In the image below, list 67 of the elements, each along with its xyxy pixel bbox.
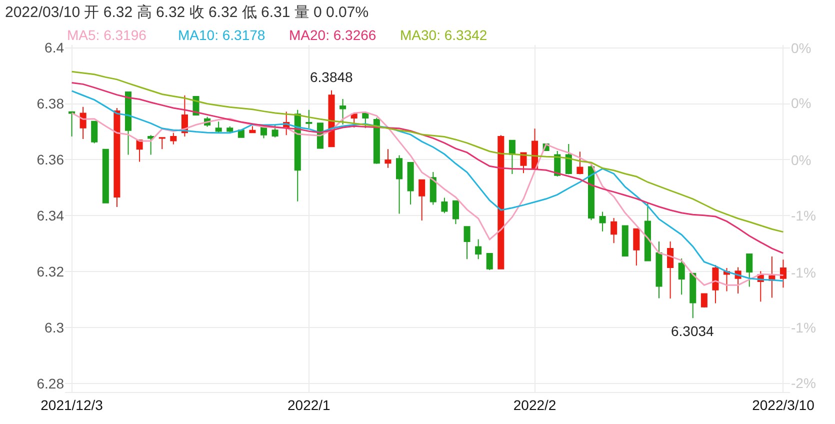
candlestick — [633, 228, 640, 266]
candlestick — [712, 264, 719, 304]
candlestick — [340, 98, 346, 125]
line-series — [71, 70, 784, 233]
candlestick — [700, 293, 708, 308]
line-series — [71, 82, 784, 254]
candlestick — [430, 172, 436, 206]
candlestick — [486, 252, 493, 270]
candlestick — [768, 256, 776, 298]
candlestick — [678, 258, 685, 296]
y-tick-label: 6.34 — [36, 208, 64, 224]
candlestick — [576, 151, 584, 175]
candlestick — [215, 121, 222, 134]
candlestick — [102, 148, 109, 204]
y-tick-label: 6.4 — [44, 40, 64, 56]
candlestick — [226, 126, 234, 134]
candlestick — [452, 200, 459, 225]
candlestick — [306, 109, 312, 129]
candlestick — [588, 164, 595, 221]
candlestick — [249, 126, 256, 134]
text: MA20: 6.3266 — [289, 27, 376, 43]
candlestick — [407, 162, 414, 206]
x-tick-label: 2022/3/10 — [752, 396, 815, 413]
candlestick — [124, 92, 132, 156]
candlestick — [610, 217, 618, 244]
y-tick-label: 6.38 — [36, 96, 64, 112]
candlestick — [644, 202, 651, 262]
chart-title: 2022/03/10 开 6.32 高 6.32 收 6.32 低 6.31 量 0 0.07% — [5, 4, 369, 21]
candlestick — [396, 154, 403, 214]
candlestick — [498, 134, 504, 270]
text: MA10: 6.3178 — [178, 27, 266, 43]
candlestick — [91, 120, 98, 144]
candlestick — [780, 259, 786, 288]
candlestick — [373, 117, 380, 164]
candlestick — [475, 238, 482, 260]
candlestick — [690, 272, 696, 319]
annotation: 6.3848 — [310, 69, 354, 85]
candlestick — [656, 240, 662, 299]
candlestick — [565, 144, 572, 175]
y-tick-label: 6.3 — [44, 320, 64, 336]
candlestick — [272, 124, 278, 138]
x-tick-label: 2022/1 — [288, 396, 331, 413]
text: MA5: 6.3196 — [67, 27, 147, 43]
candlestick — [508, 140, 516, 175]
candlestick — [622, 225, 628, 256]
x-tick-label: 2022/2 — [513, 396, 556, 413]
candlestick — [667, 240, 674, 300]
candlestick — [362, 112, 369, 129]
text: MA30: 6.3342 — [400, 27, 488, 43]
candlestick — [384, 148, 392, 168]
annotation: 6.3034 — [671, 323, 714, 339]
candlestick — [114, 107, 120, 208]
candlestick — [520, 152, 527, 174]
candlestick — [148, 134, 154, 156]
candlestick — [80, 106, 86, 140]
y-tick-label: 6.36 — [36, 152, 64, 168]
y-tick-label: 6.28 — [36, 376, 64, 392]
candlestick — [418, 179, 426, 221]
candlestick — [158, 137, 166, 150]
candlestick — [68, 111, 76, 138]
x-tick-label: 2021/12/3 — [40, 396, 104, 413]
candlestick — [441, 197, 448, 214]
candlestick — [599, 211, 606, 232]
candlestick — [464, 226, 470, 260]
candlestick — [170, 132, 177, 145]
candlestick — [746, 254, 753, 288]
y-tick-label: 6.32 — [36, 264, 64, 280]
